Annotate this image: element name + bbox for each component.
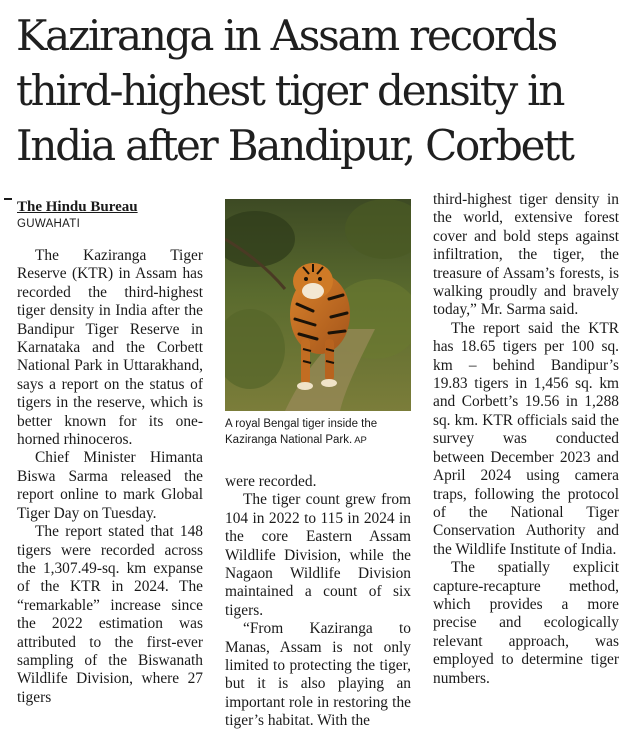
byline[interactable]: The Hindu Bureau: [17, 199, 138, 215]
article-column-2: A royal Bengal tiger inside the Kazirang…: [225, 199, 411, 729]
article-column-3: third-highest tiger density in the world…: [433, 191, 619, 688]
photo-caption: A royal Bengal tiger inside the Kazirang…: [225, 416, 411, 449]
headline-line: Kaziranga in Assam records: [16, 11, 558, 60]
headline-line: third-highest tiger density in: [16, 66, 565, 115]
dateline: GUWAHATI: [17, 218, 81, 230]
article-column-1: The Hindu Bureau GUWAHATI The Kaziranga …: [17, 198, 203, 707]
byline-marker: [4, 198, 12, 200]
headline-line: India after Bandipur, Corbett: [16, 121, 575, 170]
paragraph: Chief Minister Himanta Biswa Sarma relea…: [17, 449, 203, 522]
column-2-text: were recorded. The tiger count grew from…: [225, 473, 411, 731]
paragraph: “From Kaziranga to Manas, Assam is not o…: [225, 620, 411, 730]
paragraph: third-highest tiger density in the world…: [433, 191, 619, 319]
caption-text: A royal Bengal tiger inside the Kazirang…: [225, 418, 378, 446]
paragraph: were recorded.: [225, 473, 317, 490]
photo-credit: AP: [354, 435, 367, 446]
paragraph: The Kaziranga Tiger Reserve (KTR) in Ass…: [17, 247, 203, 449]
paragraph: The report said the KTR has 18.65 tigers…: [433, 319, 619, 558]
paragraph: The spatially explicit capture-recapture…: [433, 559, 619, 687]
headline: Kaziranga in Assam records third-highest…: [16, 8, 620, 173]
tiger-photo: [225, 199, 411, 411]
paragraph: The report stated that 148 tigers were r…: [17, 523, 203, 706]
paragraph: The tiger count grew from 104 in 2022 to…: [225, 491, 411, 619]
